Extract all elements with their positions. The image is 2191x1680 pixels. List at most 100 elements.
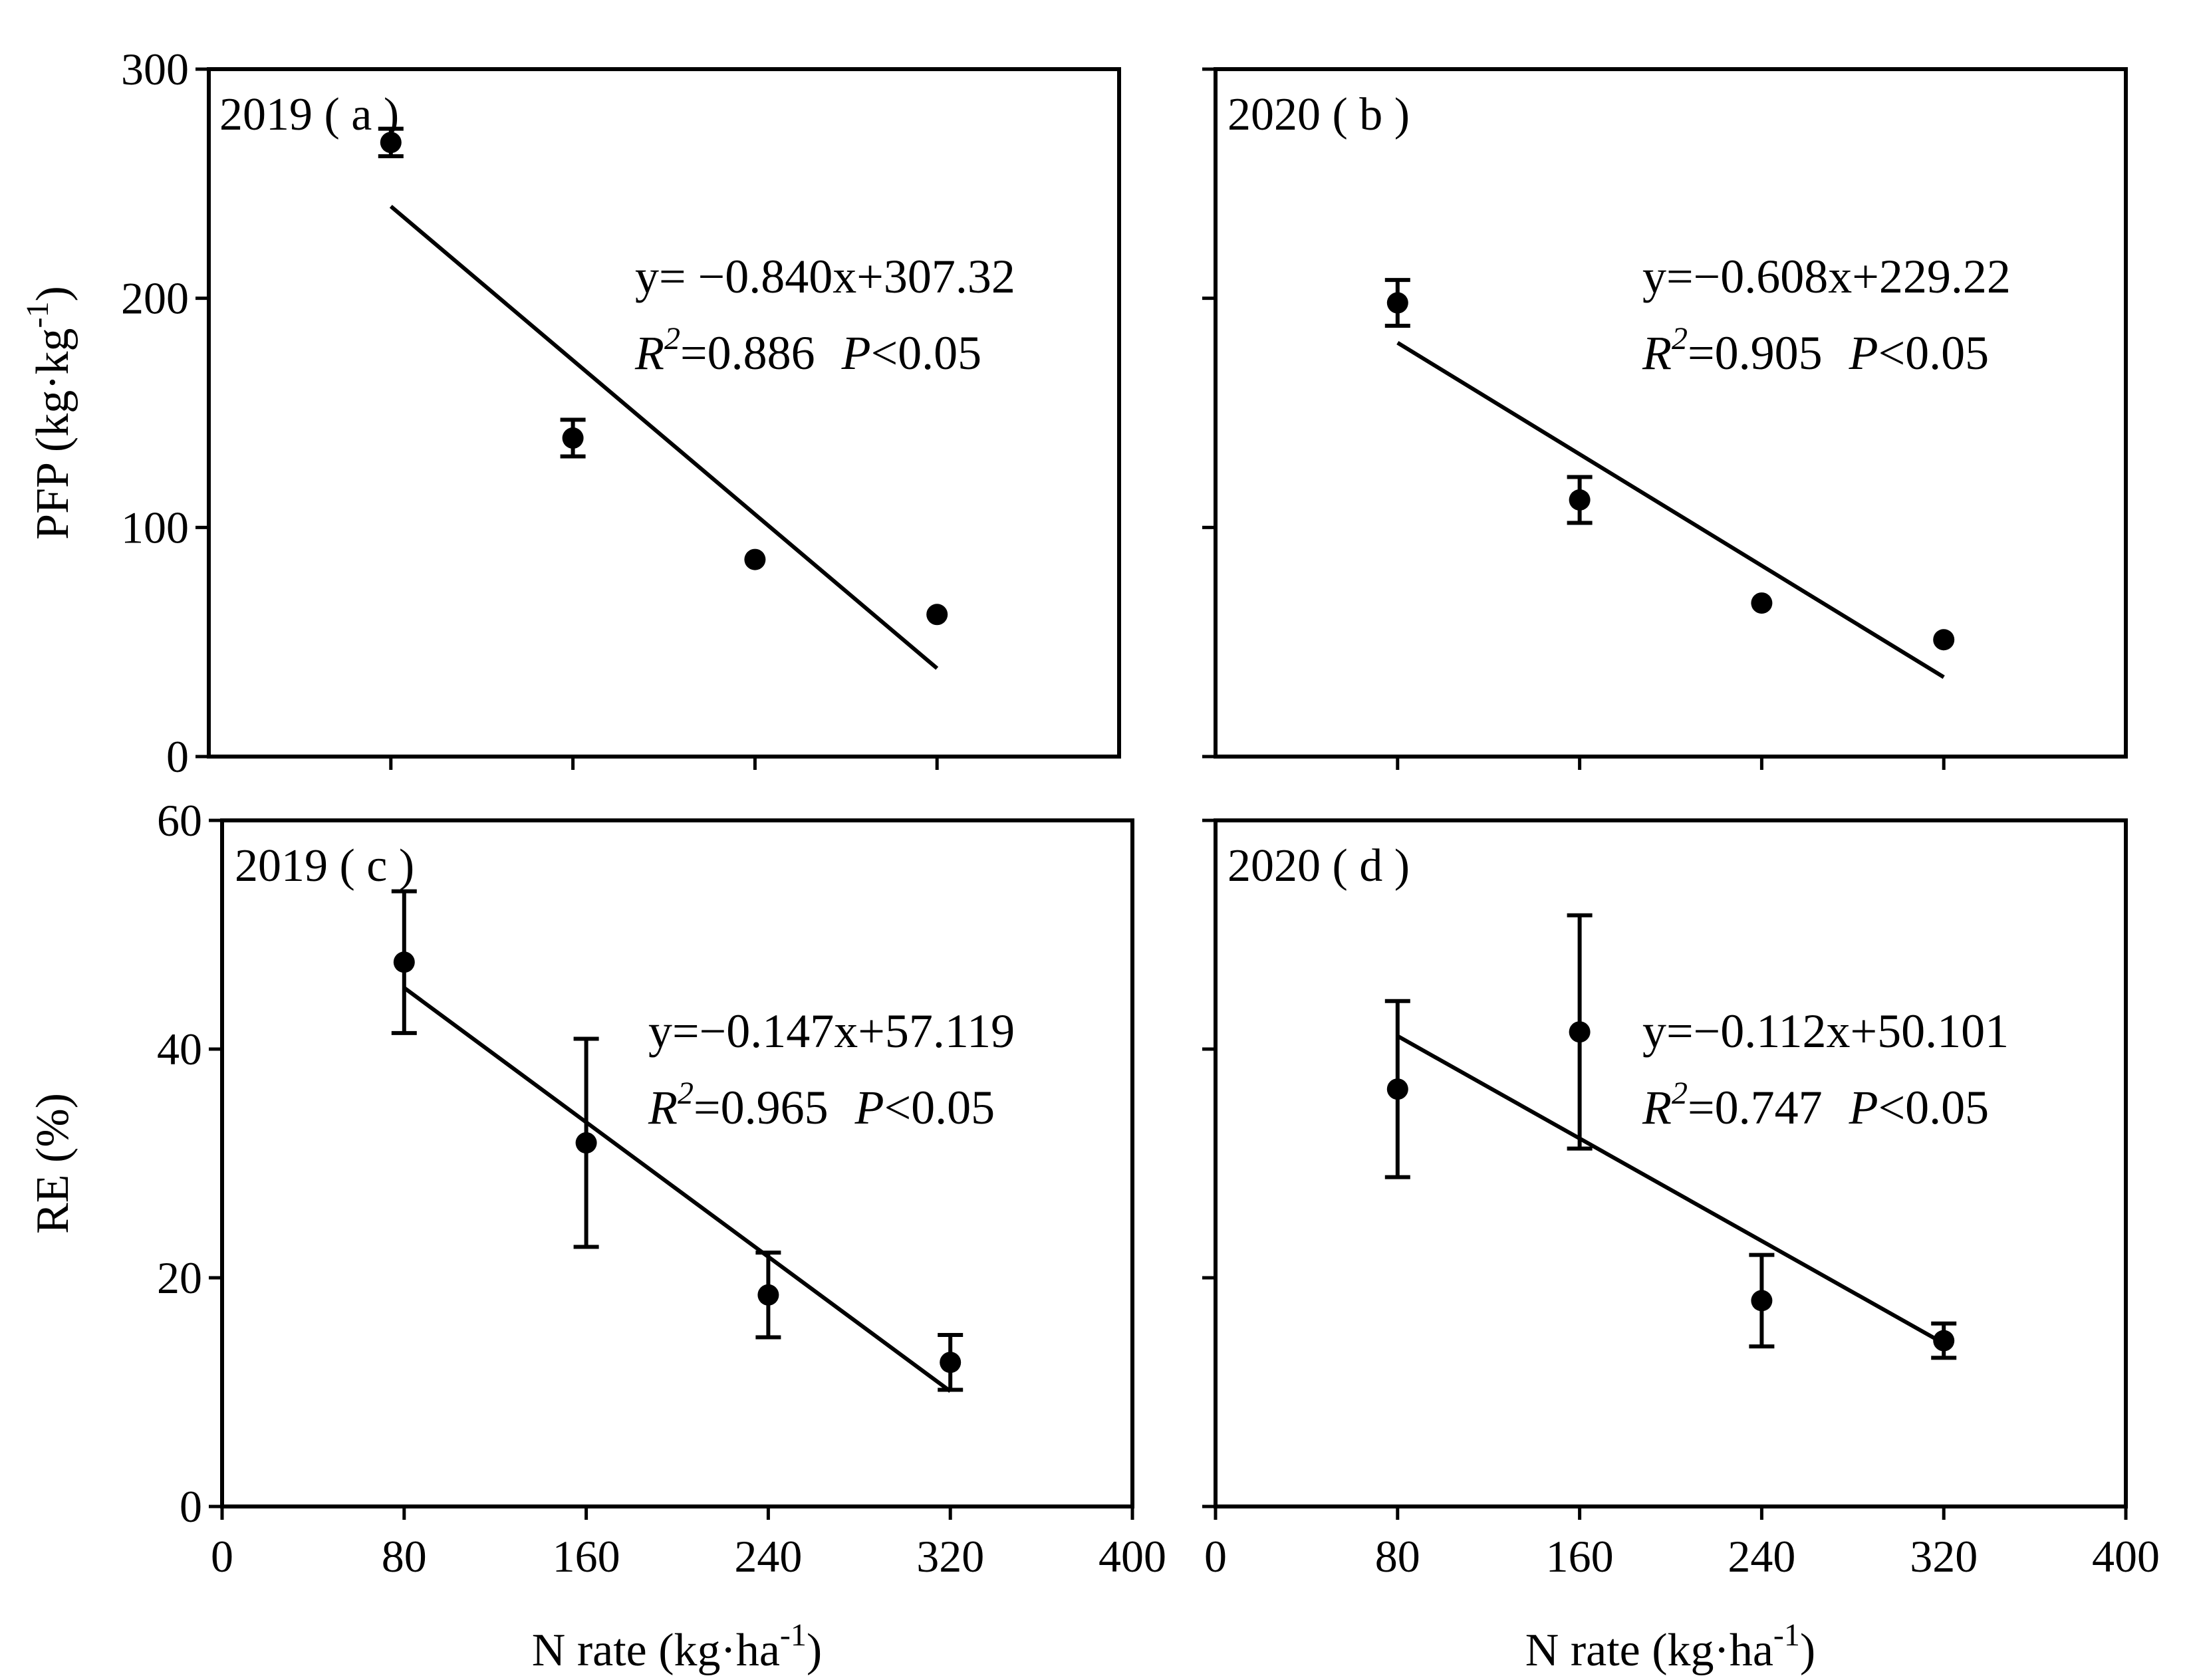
panel-a-ytick-label-0: 0 [166,731,189,782]
panel-c-xtick-label-160: 160 [553,1531,620,1582]
panel-d-p-value: <0.05 [1878,1081,1990,1134]
panel-c-r2-value: =0.965 [694,1081,829,1134]
panel-c-point-0 [393,951,415,973]
panel-d-fit-line [1396,1034,1945,1346]
panel-c-p-value: <0.05 [884,1081,995,1134]
panel-a-p-value: <0.05 [871,326,982,380]
x-axis-title-left-base: N rate (kg·ha [532,1625,780,1676]
panel-c-ytick-label-40: 40 [157,1024,202,1074]
panel-b-fit-line [1396,341,1945,679]
panel-c-p-symbol: P [854,1081,884,1134]
panel-a-fit-line [389,205,939,670]
panel-c-ytick-label-60: 60 [157,795,202,846]
panel-c-marks [391,889,964,1393]
panel-c-point-3 [940,1352,962,1374]
panel-a-r2-symbol: R [634,326,664,380]
panel-c-xtick-label-400: 400 [1098,1531,1166,1582]
panel-d-r2-value: =0.747 [1688,1081,1823,1134]
panel-d-xtick-label-400: 400 [2092,1531,2160,1582]
panel-b-point-2 [1751,592,1773,614]
panel-b-frame [1214,67,2128,759]
panel-b-ticks [1202,67,1946,770]
panel-b-point-3 [1933,629,1955,651]
panel-a-label: 2019 ( a ) [219,89,399,140]
panel-d-xtick-label-240: 240 [1728,1531,1795,1582]
panel-c-fit-line [403,986,952,1393]
panel-b-p-symbol: P [1849,326,1878,380]
panel-c-xtick-label-320: 320 [916,1531,984,1582]
panel-b: 2020 ( b ) y=−0.608x+229.22 R2=0.905 P<0.… [1202,67,2128,770]
panel-b-r2-symbol: R [1642,326,1672,380]
panel-c: 2019 ( c ) 0 80 160 240 320 400 0 20 40 60 y=−0.1… [157,795,1166,1582]
y-axis-title-re: RE (%) [27,1093,78,1234]
panel-d-p-symbol: P [1849,1081,1878,1134]
panel-d-point-0 [1386,1078,1408,1100]
panel-a-point-3 [926,604,948,626]
panel-c-r2-symbol: R [648,1081,678,1134]
panel-b-label: 2020 ( b ) [1227,89,1410,140]
panel-b-r2-sup: 2 [1672,321,1688,356]
panel-d-frame [1214,818,2128,1508]
panel-d-marks [1384,913,1957,1360]
panel-a-p-symbol: P [841,326,871,380]
panel-d-r2-sup: 2 [1672,1076,1688,1111]
panel-c-ytick-label-20: 20 [157,1253,202,1303]
panel-d-r2-symbol: R [1642,1081,1672,1134]
panel-a-ytick-label-100: 100 [121,502,189,552]
panel-a-point-1 [562,427,584,449]
panel-c-xtick-label-0: 0 [211,1531,233,1582]
panel-a-equation: y= −0.840x+307.32 [635,250,1015,303]
panel-a-point-2 [744,548,766,570]
panel-d-xtick-label-80: 80 [1375,1531,1420,1582]
panel-b-r2: R2=0.905 P<0.05 [1642,321,1989,380]
panel-c-frame [220,818,1134,1508]
x-axis-title-right-tail: ) [1800,1625,1815,1676]
panel-d-xtick-label-160: 160 [1546,1531,1614,1582]
panel-a-ticks: 0 100 200 300 [121,44,939,782]
panel-c-point-1 [575,1132,597,1154]
y-axis-title-pfp-base: PFP (kg·kg [27,328,78,539]
panel-c-ytick-label-0: 0 [180,1481,202,1532]
panel-a-marks [378,126,948,670]
panel-b-equation: y=−0.608x+229.22 [1642,250,2011,303]
panel-b-r2-value: =0.905 [1688,326,1823,380]
panel-d-equation: y=−0.112x+50.101 [1642,1005,2009,1058]
x-axis-title-left-sup: -1 [780,1618,807,1653]
panel-d-point-2 [1751,1290,1773,1312]
panel-b-point-0 [1386,292,1408,314]
panel-a-r2-sup: 2 [664,321,680,356]
x-axis-title-left: N rate (kg·ha-1) [532,1618,822,1676]
panel-a-ytick-label-300: 300 [121,44,189,94]
panel-d-point-1 [1569,1021,1591,1043]
panel-c-point-2 [757,1284,779,1306]
panel-b-p-value: <0.05 [1878,326,1990,380]
panel-b-point-1 [1569,489,1591,511]
panel-c-label: 2019 ( c ) [235,840,414,892]
panel-c-r2: R2=0.965 P<0.05 [648,1076,995,1134]
panel-d-xtick-label-320: 320 [1910,1531,1978,1582]
panel-a-point-0 [380,132,402,154]
x-axis-title-right-base: N rate (kg·ha [1525,1625,1773,1676]
panel-c-ticks: 0 80 160 240 320 400 0 20 40 60 [157,795,1166,1582]
panel-d-point-3 [1933,1330,1955,1352]
panel-c-xtick-label-240: 240 [734,1531,802,1582]
panel-d-ticks: 0 80 160 240 320 400 [1202,818,2160,1582]
panel-c-r2-sup: 2 [678,1076,694,1111]
panel-a-r2-value: =0.886 [680,326,815,380]
panel-d: 2020 ( d ) 0 80 160 240 320 400 y=−0.112x+50.… [1202,818,2160,1582]
panel-a-ytick-label-200: 200 [121,273,189,324]
panel-b-marks [1384,278,1955,679]
y-axis-title-pfp-sup: -1 [20,302,55,328]
y-axis-title-pfp: PFP (kg·kg-1) [20,286,78,540]
panel-c-xtick-label-80: 80 [382,1531,427,1582]
y-axis-title-pfp-tail: ) [27,286,78,301]
panel-c-equation: y=−0.147x+57.119 [648,1005,1015,1058]
panel-d-r2: R2=0.747 P<0.05 [1642,1076,1989,1134]
panel-d-xtick-label-0: 0 [1204,1531,1227,1582]
panel-a-r2: R2=0.886 P<0.05 [634,321,981,380]
x-axis-title-right-sup: -1 [1773,1618,1800,1653]
panel-a-frame [207,67,1121,759]
x-axis-title-right: N rate (kg·ha-1) [1525,1618,1815,1676]
